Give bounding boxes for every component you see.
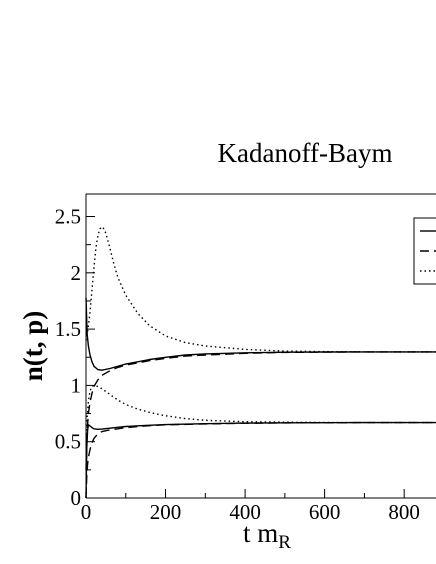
y-tick-label: 1 [71,373,82,397]
series-layer [85,225,436,499]
legend-layer [420,230,436,272]
y-tick-label: 1.5 [55,317,81,341]
series-line-dashed-5 [85,421,436,499]
series-line-solid-4 [85,421,436,499]
x-tick-label: 800 [388,500,420,524]
x-tick-label: 600 [309,500,341,524]
x-axis-label-subscript: R [278,532,291,553]
x-tick-label: 400 [229,500,261,524]
x-tick-label: 200 [150,500,182,524]
x-axis-label-main: t m [243,518,278,548]
x-tick-label: 0 [81,500,92,524]
y-tick-label: 0 [71,486,82,510]
series-line-dashed-2 [85,351,436,470]
y-axis-label: n(t, p) [18,311,48,382]
series-line-dotted-3 [85,225,436,353]
series-line-solid-1 [85,297,436,371]
y-tick-label: 0.5 [55,430,81,454]
y-tick-label: 2 [71,261,82,285]
x-axis-label: t mR [243,518,291,553]
y-tick-label: 2.5 [55,205,81,229]
plot-area: 0 200 400 600 800 0 0.5 1 1.5 2 2.5 [55,193,436,524]
ticks-layer: 0 200 400 600 800 0 0.5 1 1.5 2 2.5 [55,205,420,524]
series-line-dotted-6 [85,384,436,499]
chart-title: Kadanoff-Baym [218,138,393,168]
